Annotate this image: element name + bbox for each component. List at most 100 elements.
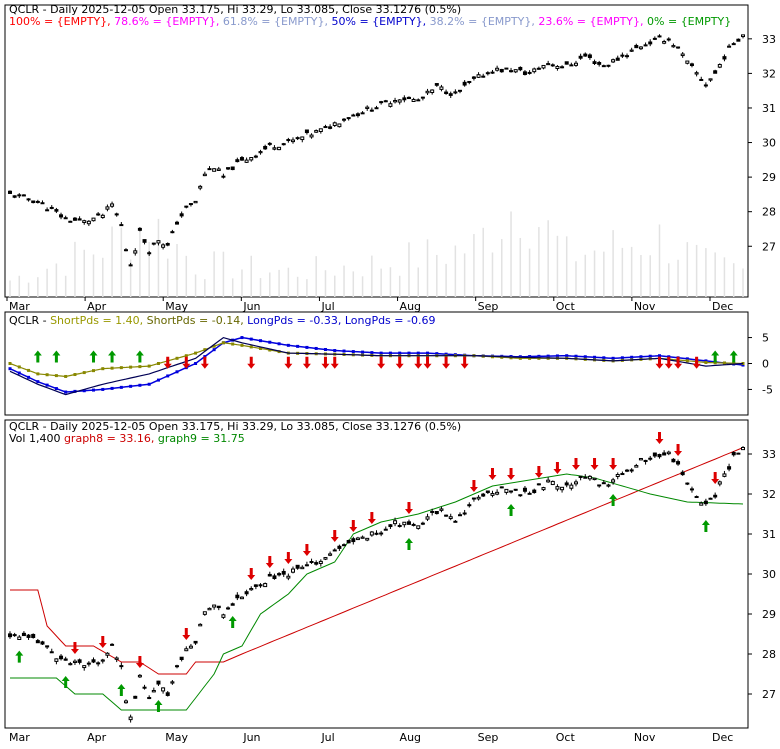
osc-series-0-dot-4 (27, 375, 31, 379)
signal-down-arrow-14 (507, 468, 516, 480)
osc-series-0-dot-118 (555, 354, 559, 358)
price-candle-body-82 (388, 103, 393, 107)
osc-series-0-dot-82 (388, 351, 392, 355)
osc-down-arrow-0 (163, 356, 172, 369)
osc-series-0-dot-80 (379, 351, 383, 355)
price-candle-body-128 (601, 65, 606, 68)
price-candle-body-60 (286, 139, 291, 142)
signal-candle-body-138 (648, 457, 653, 460)
price-candle-body-139 (652, 37, 657, 40)
osc-series-1-dot-38 (184, 354, 188, 358)
price-candle-body-96 (453, 91, 458, 94)
signal-candle-body-57 (272, 575, 277, 580)
price-candle-body-107 (504, 67, 509, 70)
signal-candle-body-109 (513, 488, 518, 491)
price-candle-body-141 (662, 41, 667, 44)
price-candle-body-13 (68, 220, 73, 223)
signal-candle-body-102 (481, 493, 486, 497)
signal-candle-body-67 (318, 560, 323, 564)
price-candle-body-52 (249, 157, 254, 161)
signal-candle-body-42 (202, 611, 207, 615)
osc-up-arrow-5 (711, 350, 720, 363)
fib-legend-part-1: 78.6% = {EMPTY}, (111, 15, 220, 28)
price-candle-body-94 (444, 91, 449, 94)
signal-candle-body-23 (114, 657, 119, 660)
price-candle-body-61 (290, 139, 295, 143)
price-candle-body-5 (31, 200, 36, 204)
osc-series-0 (9, 336, 744, 393)
price-candle-body-51 (244, 159, 249, 163)
signal-candle-body-91 (430, 510, 435, 513)
price-panel: 27 28 29 30 31 32 33 Mar Apr May Jun Jul Aug Sep Oct No… (4, 3, 776, 313)
price-xtick-label-2: May (165, 300, 188, 313)
signal-candle-body-24 (119, 665, 124, 668)
signal-candle-body-46 (221, 614, 226, 618)
signal-candle-body-112 (527, 492, 532, 495)
osc-title-part-2: ShortPds = -0.14, (143, 314, 244, 327)
price-candle-body-78 (369, 109, 374, 112)
signal-ytick-label-0: 27 (762, 688, 776, 701)
osc-series-0-dot-126 (593, 355, 597, 359)
signal-candle-body-98 (462, 512, 467, 515)
osc-series-0-dot-84 (398, 351, 402, 355)
osc-down-arrow-8 (377, 356, 386, 369)
price-candle-body-50 (239, 157, 244, 161)
osc-down-arrow-11 (423, 356, 432, 369)
price-candle-body-3 (21, 194, 26, 197)
signal-candle-body-17 (86, 662, 91, 665)
signal-candle-body-10 (54, 658, 59, 662)
price-candle-body-77 (365, 106, 370, 109)
signal-candle-body-49 (235, 594, 240, 599)
signal-candle-body-146 (685, 482, 690, 485)
signal-up-arrow-4 (228, 616, 237, 628)
signal-candle-body-34 (165, 692, 170, 696)
price-candle-body-157 (736, 38, 741, 42)
osc-series-0-dot-90 (426, 351, 430, 355)
price-candle-body-118 (555, 65, 560, 69)
osc-series-1-dot-44 (212, 344, 216, 348)
signal-down-arrow-17 (571, 458, 580, 470)
price-candle-body-39 (188, 203, 193, 206)
signal-candle-body-130 (611, 479, 616, 483)
price-candle-body-75 (355, 113, 360, 117)
price-candle-body-4 (26, 198, 31, 201)
price-candle-body-56 (267, 142, 272, 145)
osc-up-arrow-0 (33, 350, 42, 363)
signal-candle-body-2 (17, 636, 22, 641)
signal-candle-body-3 (21, 632, 26, 637)
signal-candle-body-101 (476, 496, 481, 500)
signal-candle-body-15 (77, 659, 82, 663)
signal-candle-body-39 (188, 645, 193, 649)
osc-down-arrow-1 (182, 356, 191, 369)
osc-series-1-dot-8 (45, 373, 49, 377)
signal-candle-body-12 (63, 658, 68, 661)
osc-series-1-dot-52 (249, 345, 253, 349)
fib-legend-part-4: 38.2% = {EMPTY}, (426, 15, 535, 28)
price-ytick-label-5: 32 (762, 67, 776, 80)
signal-legend-part-2: graph9 = 31.75 (154, 432, 244, 445)
signal-candle-body-154 (722, 473, 727, 477)
signal-candle-body-116 (546, 479, 551, 483)
price-candle-body-6 (35, 200, 40, 203)
price-candle-body-43 (207, 168, 212, 171)
osc-series-0-dot-26 (129, 384, 133, 388)
price-candle-body-9 (49, 206, 54, 209)
signal-candle-body-66 (314, 562, 319, 565)
signal-candle-body-48 (230, 603, 235, 606)
price-candle-body-1 (12, 195, 17, 198)
signal-candle-body-35 (170, 681, 175, 684)
price-candle-body-115 (541, 64, 546, 69)
signal-candle-body-128 (601, 482, 606, 485)
osc-down-arrow-6 (321, 356, 330, 369)
signal-up-arrow-6 (507, 504, 516, 516)
price-candle-body-103 (485, 72, 490, 75)
signal-ytick-label-5: 32 (762, 488, 776, 501)
signal-candle-body-132 (620, 473, 625, 476)
osc-series-1-dot-36 (175, 356, 179, 360)
price-candle-body-69 (328, 126, 333, 129)
signal-candle-body-148 (694, 496, 699, 499)
price-xtick-label-0: Mar (9, 300, 30, 313)
price-candle-body-2 (17, 194, 22, 197)
osc-down-arrow-16 (674, 356, 683, 369)
signal-candle-body-144 (676, 461, 681, 465)
